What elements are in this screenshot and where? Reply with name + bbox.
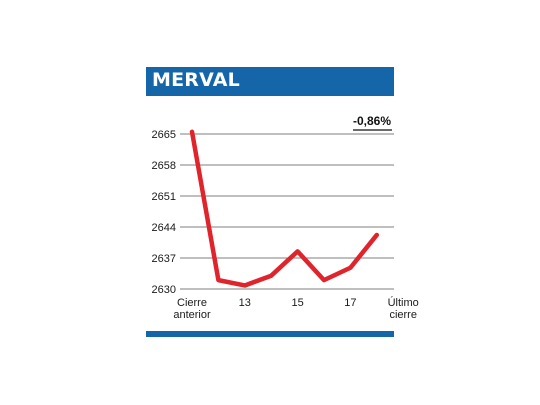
x-axis: Cierre anterior 13 15 17 Último cierre bbox=[173, 296, 418, 321]
chart-title: MERVAL bbox=[152, 69, 240, 91]
x-tick-label: 17 bbox=[344, 297, 356, 309]
chart-title-bar: MERVAL bbox=[146, 67, 394, 96]
x-tick-label: 13 bbox=[239, 297, 251, 309]
footer-bar bbox=[146, 331, 394, 337]
x-tick-label: Último cierre bbox=[388, 296, 419, 321]
x-tick-label: Cierre anterior bbox=[173, 297, 211, 321]
x-tick-label-line: 13 bbox=[239, 297, 251, 309]
y-tick-label: 2658 bbox=[152, 160, 176, 172]
y-axis: 2630 2637 2644 2651 2658 2665 bbox=[152, 129, 176, 296]
x-tick-label: 15 bbox=[291, 297, 303, 309]
y-tick-label: 2644 bbox=[152, 222, 176, 234]
x-tick-label-line: Último bbox=[388, 296, 419, 309]
x-tick-label-line: Cierre bbox=[177, 297, 207, 309]
x-tick-label-line: 15 bbox=[291, 297, 303, 309]
x-tick-label-line: cierre bbox=[389, 309, 417, 321]
series-line bbox=[189, 129, 380, 288]
change-label: -0,86% bbox=[353, 114, 391, 128]
y-tick-label: 2665 bbox=[152, 129, 176, 141]
grid-lines bbox=[180, 133, 394, 290]
y-tick-label: 2637 bbox=[152, 253, 176, 265]
x-tick-label-line: 17 bbox=[344, 297, 356, 309]
x-tick-label-line: anterior bbox=[173, 309, 211, 321]
y-tick-label: 2651 bbox=[152, 191, 176, 203]
y-tick-label: 2630 bbox=[152, 284, 176, 296]
